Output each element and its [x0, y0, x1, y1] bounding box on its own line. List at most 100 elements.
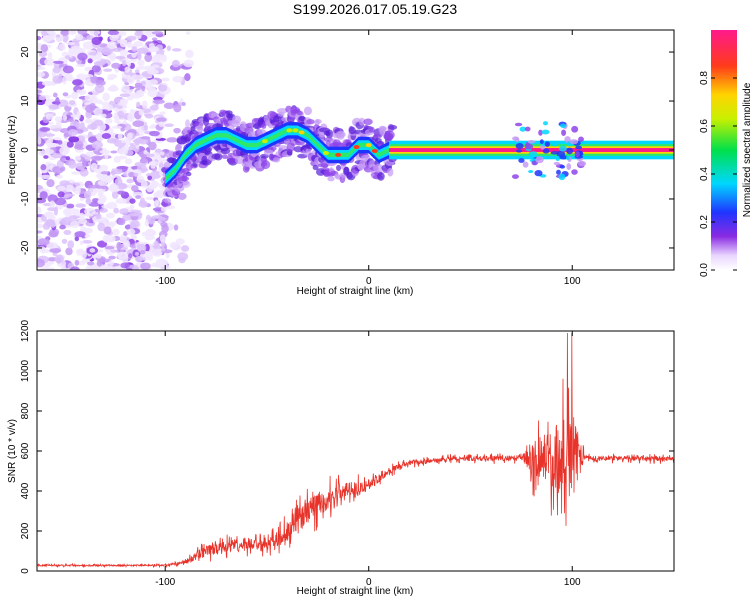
spectrogram-speckle: [138, 109, 144, 116]
colorbar-tick-label: 0.6: [699, 119, 710, 133]
spectrogram-speckle: [150, 152, 161, 160]
spectrogram-speckle: [150, 180, 160, 188]
spectrogram-speckle: [44, 211, 55, 218]
spectrogram-speckle: [85, 266, 95, 270]
spectrogram-speckle: [158, 121, 165, 127]
spectrogram-halo: [336, 164, 342, 172]
spectrogram-speckle: [63, 193, 75, 197]
spectrogram-disturbance: [518, 158, 525, 163]
colorbar-tick-label: 0.8: [699, 71, 710, 85]
spectrogram-speckle: [159, 111, 166, 115]
spectrogram-halo: [358, 117, 366, 126]
spectrogram-disturbance: [565, 155, 570, 161]
spectrogram-speckle: [74, 231, 86, 238]
spectrogram-speckle: [76, 89, 83, 94]
spectrogram-speckle: [132, 191, 144, 196]
spectrogram-speckle: [68, 136, 80, 143]
spectrogram-speckle: [37, 230, 43, 234]
spectrogram-speckle: [118, 252, 123, 261]
spectrogram-speckle: [60, 30, 69, 35]
spectrogram-speckle: [44, 133, 56, 137]
spectrogram-disturbance: [569, 139, 579, 145]
spectrogram-speckle: [114, 117, 120, 124]
spectrogram-speckle: [79, 212, 85, 221]
spectrogram-speckle: [106, 201, 118, 210]
spectrogram-speckle: [81, 250, 88, 259]
spectrogram-speckle: [126, 267, 133, 270]
spectrogram-speckle: [153, 240, 159, 249]
spectrogram-disturbance: [559, 164, 566, 169]
spectrogram-speckle: [120, 127, 125, 132]
spectrogram-halo: [380, 126, 387, 131]
spectrogram-speckle: [49, 233, 57, 238]
spectrogram-halo: [195, 125, 204, 131]
spectrogram-speckle: [97, 240, 108, 248]
spectrogram-speckle: [101, 133, 112, 140]
spectrogram-halo: [346, 171, 354, 179]
snr-y-tick-label: 400: [20, 482, 31, 499]
spectrogram-speckle: [151, 37, 158, 41]
spectrogram-disturbance: [542, 148, 550, 154]
spectrogram-halo: [232, 115, 242, 124]
spectrogram-speckle: [158, 216, 166, 221]
spectrogram-speckle: [135, 66, 148, 70]
spectrogram-halo: [384, 130, 395, 140]
spectrogram-halo: [277, 111, 285, 117]
spectrogram-speckle: [152, 99, 165, 104]
spectrogram-hotspot: [371, 148, 378, 153]
spectrogram-speckle: [37, 206, 42, 215]
spectrogram-speckle: [62, 75, 67, 85]
spectrogram-disturbance: [558, 173, 566, 181]
spectrogram-speckle: [47, 51, 53, 60]
spectrogram-speckle: [64, 184, 75, 193]
spectrogram-speckle: [63, 60, 68, 65]
spectrogram-speckle: [100, 171, 109, 175]
spectrogram-speckle: [37, 169, 41, 177]
spectrogram-speckle: [107, 73, 118, 79]
spectrogram-speckle: [144, 243, 150, 252]
spectrogram-speckle: [40, 164, 47, 171]
spectrogram-hotspot: [292, 128, 299, 133]
spectrogram-speckle: [171, 243, 182, 251]
spectrogram-disturbance: [561, 129, 567, 136]
spectrogram-disturbance: [571, 125, 579, 133]
spectrogram-x-label: Height of straight line (km): [297, 286, 414, 297]
spectrogram-speckle: [92, 198, 100, 203]
spectrogram-x-tick-label: 0: [366, 276, 372, 287]
spectrogram-speckle: [144, 234, 156, 241]
spectrogram-speckle: [51, 151, 63, 159]
spectrogram-speckle: [82, 41, 95, 50]
spectrogram-speckle: [153, 191, 164, 199]
spectrogram-speckle: [88, 136, 97, 143]
spectrogram-speckle: [134, 255, 144, 263]
spectrogram-halo: [320, 160, 330, 168]
spectrogram-speckle: [52, 104, 59, 110]
spectrogram-speckle: [100, 113, 107, 118]
snr-y-tick-label: 600: [20, 442, 31, 459]
spectrogram-speckle: [62, 65, 74, 74]
spectrogram-speckle: [121, 84, 130, 92]
spectrogram-speckle: [89, 248, 96, 253]
spectrogram-speckle: [132, 211, 143, 217]
spectrogram-halo: [164, 198, 172, 204]
snr-x-tick-label: 0: [366, 577, 372, 588]
spectrogram-speckle: [181, 101, 186, 106]
spectrogram-speckle: [143, 149, 148, 155]
spectrogram-speckle: [134, 82, 143, 88]
spectrogram-speckle: [66, 203, 75, 209]
spectrogram-halo: [271, 146, 277, 151]
spectrogram-speckle: [166, 205, 176, 210]
spectrogram-disturbance: [519, 126, 527, 132]
spectrogram-speckle: [121, 139, 126, 144]
spectrogram-speckle: [93, 30, 99, 36]
spectrogram-speckle: [186, 31, 191, 35]
spectrogram-halo: [327, 176, 335, 182]
spectrogram-speckle: [44, 161, 54, 170]
spectrogram-speckle: [41, 80, 54, 87]
spectrogram-speckle: [108, 255, 116, 260]
spectrogram-disturbance: [514, 122, 523, 127]
spectrogram-speckle: [75, 33, 84, 41]
spectrogram-speckle: [119, 233, 127, 243]
spectrogram-speckle: [139, 250, 146, 255]
spectrogram-speckle: [73, 187, 81, 195]
